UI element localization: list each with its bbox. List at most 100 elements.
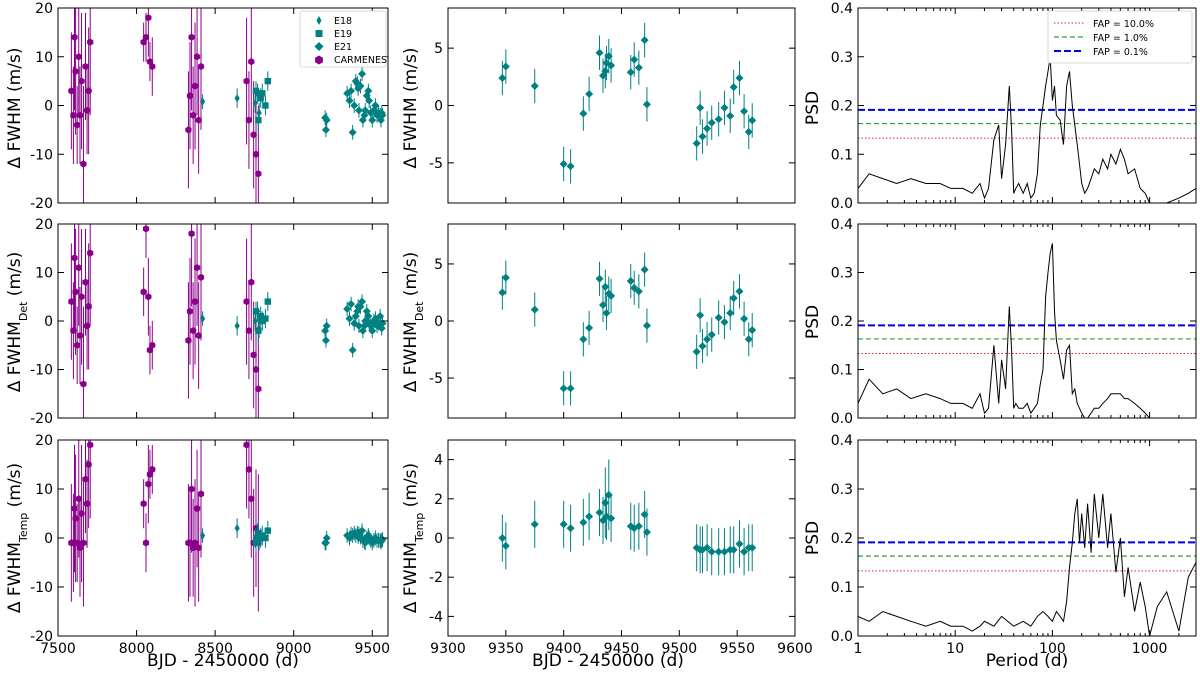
data-point: [245, 327, 253, 335]
data-point: [498, 288, 507, 297]
data-point: [371, 101, 380, 110]
data-point: [248, 278, 255, 286]
y-label-fwhm-temp-col0: Δ FWHMTemp (m/s): [5, 463, 30, 613]
legend-fap-box: [1047, 10, 1193, 64]
panel-full-fwhm: -20 -10 0 10 20: [30, 1, 389, 212]
legend-marker-e19: [315, 30, 323, 37]
data-point: [735, 287, 744, 296]
data-point: [729, 83, 738, 92]
legend-label-fap-1: FAP = 1.0%: [1093, 33, 1148, 44]
data-point: [634, 287, 643, 296]
data-point: [76, 111, 84, 119]
data-point: [75, 264, 82, 272]
data-point: [80, 380, 87, 388]
data-point: [75, 53, 82, 61]
data-point: [740, 547, 749, 556]
y-tick-label: 0.4: [831, 1, 853, 17]
y-tick-label: 5: [434, 41, 443, 57]
data-point: [585, 512, 594, 521]
y-label-psd-1: PSD: [803, 91, 823, 125]
data-point: [85, 460, 92, 469]
series-e19: [252, 71, 271, 133]
data-point: [252, 365, 260, 374]
data-point: [321, 336, 330, 345]
data-point: [145, 293, 152, 301]
data-point: [199, 314, 206, 323]
data-point: [234, 524, 240, 533]
data-point: [634, 63, 643, 72]
data-point: [530, 82, 539, 90]
data-point: [250, 131, 257, 139]
data-point: [642, 528, 651, 537]
data-point: [559, 160, 568, 168]
data-point: [195, 544, 202, 552]
legend-marker-carmenes: [315, 55, 323, 65]
x-tick-label: 9550: [719, 641, 755, 657]
data-point: [607, 514, 616, 523]
series-e21: [498, 22, 757, 184]
data-point: [602, 309, 611, 318]
data-point: [72, 288, 79, 296]
legend-label-e21: E21: [334, 42, 352, 53]
y-tick-label: 2: [434, 492, 443, 508]
data-point: [630, 55, 639, 64]
y-tick-label: 20: [35, 217, 53, 233]
data-point: [140, 288, 147, 296]
x-tick-label: 9500: [354, 641, 390, 657]
data-point: [365, 96, 374, 105]
data-point: [595, 274, 604, 283]
data-point: [78, 293, 85, 301]
series-e21: [498, 252, 757, 406]
data-point: [255, 385, 262, 393]
data-point: [188, 33, 195, 41]
x-tick-label: 9400: [546, 641, 582, 657]
x-tick-label: 9000: [276, 641, 312, 657]
data-point: [197, 490, 205, 498]
plot-area: [858, 56, 1196, 203]
data-point: [696, 103, 705, 112]
legend-label-e19: E19: [334, 29, 352, 40]
data-point: [358, 526, 367, 535]
data-point: [559, 520, 568, 529]
svg-text:Δ FWHM (m/s): Δ FWHM (m/s): [5, 48, 25, 169]
data-point: [501, 541, 510, 550]
series-e21: [321, 523, 387, 551]
data-point: [321, 125, 330, 134]
data-point: [322, 534, 331, 542]
data-point: [87, 38, 94, 46]
data-point: [626, 68, 635, 77]
data-point: [83, 322, 91, 330]
x-tick-label: 10: [946, 641, 964, 657]
data-point: [87, 441, 94, 449]
y-tick-label: 0.1: [831, 363, 853, 379]
data-point: [197, 62, 205, 71]
data-point: [530, 305, 539, 314]
legend-entry-fap-1: FAP = 1.0%: [1054, 33, 1148, 44]
y-label-fwhm-temp-col1: Δ FWHMTemp (m/s): [401, 463, 426, 613]
series-e18: [199, 83, 262, 123]
psd-curve: [858, 56, 1196, 203]
data-point: [634, 522, 643, 531]
panel-zoom-fwhm-det: -5 0 5: [429, 223, 796, 419]
data-point: [579, 109, 588, 118]
legend-entry-e19: E19: [315, 29, 352, 40]
data-point: [71, 254, 78, 262]
svg-text:Δ FWHMTemp (m/s): Δ FWHMTemp (m/s): [5, 463, 30, 613]
y-tick-label: 0.1: [831, 580, 853, 596]
data-point: [698, 132, 707, 141]
y-tick-label: -10: [30, 580, 53, 596]
data-point: [252, 87, 260, 95]
data-point: [698, 342, 707, 351]
y-tick-label: -20: [30, 629, 53, 645]
data-point: [348, 346, 357, 355]
y-tick-label: -20: [30, 411, 53, 427]
x-tick-label: 9600: [777, 641, 813, 657]
legend-label-carmenes: CARMENES: [334, 55, 387, 66]
data-point: [744, 335, 753, 344]
plot-area: [858, 493, 1196, 636]
data-point: [264, 77, 271, 85]
x-tick-label: 9300: [430, 641, 466, 657]
data-point: [601, 498, 610, 507]
data-point: [145, 480, 152, 488]
data-point: [149, 465, 156, 473]
